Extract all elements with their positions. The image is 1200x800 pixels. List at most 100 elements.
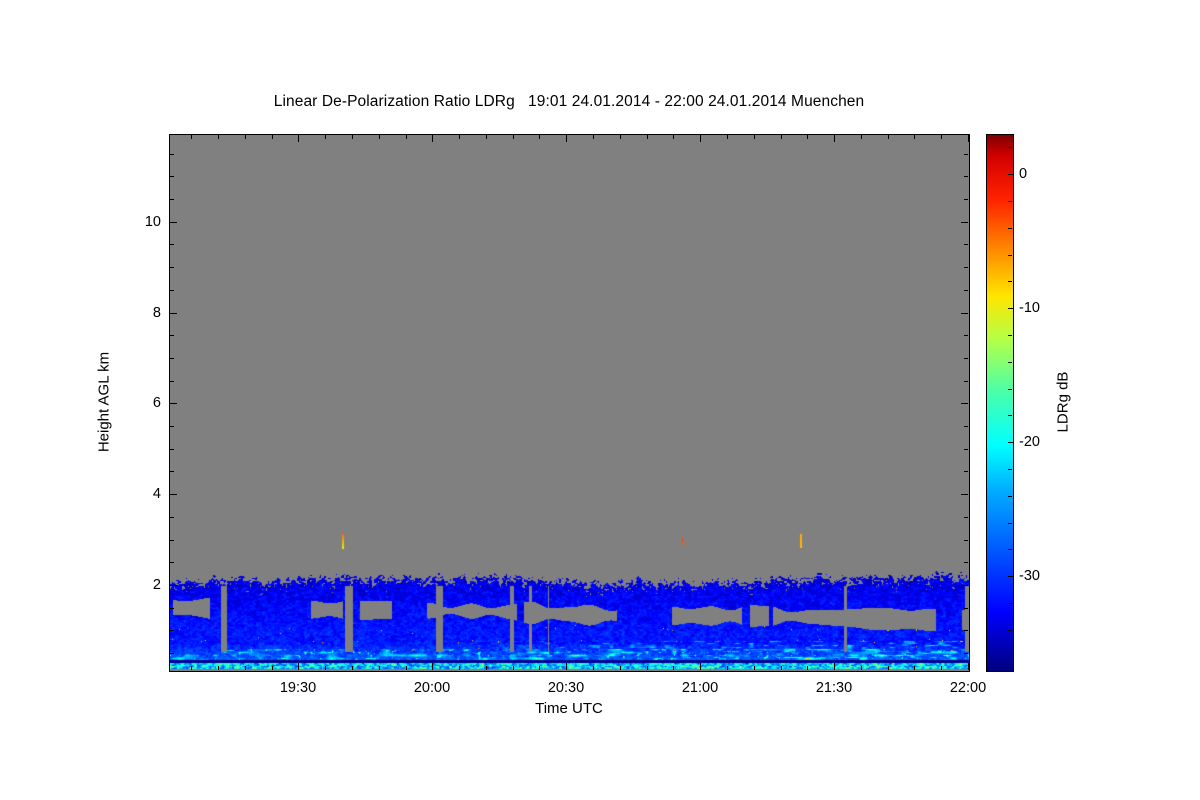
x-axis-minor-tick — [673, 666, 674, 670]
colorbar-minor-tick — [1008, 496, 1012, 497]
x-axis-minor-tick — [245, 666, 246, 670]
x-axis-minor-tick — [754, 135, 755, 139]
y-axis-minor-tick — [170, 608, 174, 609]
x-axis-minor-tick — [325, 135, 326, 139]
x-axis-minor-tick — [379, 135, 380, 139]
y-axis-minor-tick — [170, 562, 174, 563]
y-axis-minor-tick — [964, 244, 968, 245]
x-axis-minor-tick — [647, 135, 648, 139]
y-axis-minor-tick — [964, 176, 968, 177]
x-axis-minor-tick — [941, 135, 942, 139]
x-axis-minor-tick — [781, 135, 782, 139]
y-axis-tick-label: 6 — [152, 395, 161, 411]
y-axis-minor-tick — [964, 290, 968, 291]
x-axis-tick-label: 21:30 — [815, 680, 853, 696]
x-axis-tick-label: 20:30 — [547, 680, 585, 696]
x-axis-minor-tick — [914, 666, 915, 670]
y-axis-minor-tick — [170, 517, 174, 518]
colorbar-tick — [1008, 174, 1014, 175]
y-axis-tick-label: 4 — [152, 486, 161, 502]
x-axis-minor-tick — [486, 135, 487, 139]
y-axis-minor-tick — [964, 199, 968, 200]
y-axis-tick-label: 8 — [152, 305, 161, 321]
colorbar-minor-tick — [1008, 255, 1012, 256]
y-axis-tick — [170, 222, 177, 223]
x-axis-tick — [700, 135, 701, 142]
colorbar-minor-tick — [1008, 228, 1012, 229]
colorbar-minor-tick — [1008, 657, 1012, 658]
y-axis-minor-tick — [964, 562, 968, 563]
y-axis-minor-tick — [170, 449, 174, 450]
y-axis-minor-tick — [964, 630, 968, 631]
x-axis-minor-tick — [245, 135, 246, 139]
y-axis-minor-tick — [170, 540, 174, 541]
y-axis-minor-tick — [964, 608, 968, 609]
x-axis-tick — [432, 663, 433, 670]
x-axis-minor-tick — [941, 666, 942, 670]
x-axis-minor-tick — [459, 666, 460, 670]
colorbar-tick-label: -30 — [1019, 568, 1040, 584]
y-axis-minor-tick — [170, 335, 174, 336]
colorbar-minor-tick — [1008, 147, 1012, 148]
y-axis-tick — [961, 222, 968, 223]
colorbar-tick-label: -20 — [1019, 434, 1040, 450]
x-axis-minor-tick — [807, 135, 808, 139]
y-axis-minor-tick — [964, 154, 968, 155]
y-axis-tick — [961, 313, 968, 314]
colorbar-minor-tick — [1008, 281, 1012, 282]
x-axis-tick — [298, 663, 299, 670]
x-axis-tick — [968, 663, 969, 670]
x-axis-minor-tick — [272, 666, 273, 670]
x-axis-minor-tick — [191, 666, 192, 670]
x-axis-tick-label: 19:30 — [279, 680, 317, 696]
y-axis-tick — [170, 494, 177, 495]
colorbar-minor-tick — [1008, 335, 1012, 336]
colorbar-tick-label: -10 — [1019, 300, 1040, 316]
x-axis-tick-label: 21:00 — [681, 680, 719, 696]
y-axis-minor-tick — [964, 426, 968, 427]
y-axis-minor-tick — [170, 630, 174, 631]
y-axis-label: Height AGL km — [95, 351, 113, 453]
y-axis-minor-tick — [170, 653, 174, 654]
x-axis-minor-tick — [593, 666, 594, 670]
y-axis-minor-tick — [170, 199, 174, 200]
x-axis-minor-tick — [191, 135, 192, 139]
x-axis-tick — [834, 135, 835, 142]
colorbar-minor-tick — [1008, 630, 1012, 631]
y-axis-minor-tick — [170, 358, 174, 359]
x-axis-minor-tick — [513, 666, 514, 670]
y-axis-minor-tick — [964, 267, 968, 268]
x-axis-minor-tick — [807, 666, 808, 670]
x-axis-minor-tick — [486, 666, 487, 670]
y-axis-tick — [961, 585, 968, 586]
y-axis-minor-tick — [170, 426, 174, 427]
y-axis-tick — [170, 403, 177, 404]
x-axis-tick — [700, 663, 701, 670]
y-axis-minor-tick — [170, 381, 174, 382]
x-axis-tick — [566, 135, 567, 142]
x-axis-minor-tick — [218, 135, 219, 139]
x-axis-minor-tick — [352, 666, 353, 670]
colorbar-minor-tick — [1008, 603, 1012, 604]
x-axis-minor-tick — [861, 135, 862, 139]
colorbar-minor-tick — [1008, 469, 1012, 470]
x-axis-tick-label: 20:00 — [413, 680, 451, 696]
colorbar-minor-tick — [1008, 362, 1012, 363]
x-axis-tick — [566, 663, 567, 670]
x-axis-minor-tick — [727, 135, 728, 139]
y-axis-minor-tick — [170, 154, 174, 155]
x-axis-minor-tick — [379, 666, 380, 670]
x-axis-tick — [968, 135, 969, 142]
y-axis-minor-tick — [964, 335, 968, 336]
x-axis-minor-tick — [539, 666, 540, 670]
x-axis-minor-tick — [352, 135, 353, 139]
y-axis-minor-tick — [170, 290, 174, 291]
colorbar-tick-label: 0 — [1019, 166, 1028, 182]
x-axis-minor-tick — [727, 666, 728, 670]
x-axis-minor-tick — [539, 135, 540, 139]
colorbar-minor-tick — [1008, 201, 1012, 202]
y-axis-minor-tick — [170, 471, 174, 472]
y-axis-tick-label: 10 — [144, 214, 161, 230]
y-axis-tick — [170, 313, 177, 314]
x-axis-minor-tick — [620, 666, 621, 670]
